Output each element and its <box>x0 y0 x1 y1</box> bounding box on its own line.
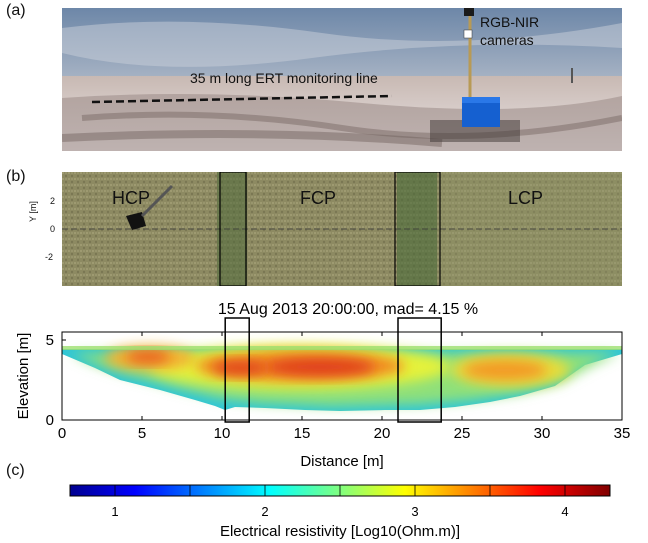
zone-label-fcp: FCP <box>300 188 336 208</box>
x-tick-label: 5 <box>138 425 146 442</box>
colorbar-tick-label: 2 <box>261 504 268 519</box>
aerial-image <box>62 172 622 286</box>
aerial-ytick-2: 2 <box>50 196 56 206</box>
aerial-ylabel: Y [m] <box>28 201 38 222</box>
x-tick-label: 10 <box>214 425 231 442</box>
ert-line-label: 35 m long ERT monitoring line <box>190 70 378 86</box>
field-photo <box>62 8 622 151</box>
plot-frame <box>61 331 623 421</box>
profile-ylabel: Elevation [m] <box>15 333 32 420</box>
x-tick-label: 35 <box>614 425 631 442</box>
resistivity-region <box>62 345 622 411</box>
camera-label-line2: cameras <box>480 32 534 48</box>
highlight-box <box>397 317 442 423</box>
zone-label-lcp: LCP <box>508 188 544 208</box>
aerial-ytick-neg2: -2 <box>45 252 54 262</box>
highlight-box <box>224 317 250 423</box>
panel-label-c: (c) <box>6 462 25 479</box>
x-tick-label: 0 <box>58 425 66 442</box>
colorbar-label: Electrical resistivity [Log10(Ohm.m)] <box>220 523 460 540</box>
panel-label-a: (a) <box>6 2 26 19</box>
colorbar-tick-label: 3 <box>411 504 418 519</box>
resistivity-profile-chart: 15 Aug 2013 20:00:00, mad= 4.15 % 0 5 10 15… <box>15 301 631 470</box>
zone-label-hcp: HCP <box>112 188 151 208</box>
panel-label-b: (b) <box>6 168 26 185</box>
colorbar-tick-label: 1 <box>111 504 118 519</box>
profile-xlabel: Distance [m] <box>300 453 383 470</box>
x-tick-label: 25 <box>454 425 471 442</box>
y-tick-label: 5 <box>46 332 54 349</box>
colorbar-tick-label: 4 <box>561 504 568 519</box>
x-tick-label: 30 <box>534 425 551 442</box>
aerial-ytick-0: 0 <box>50 224 56 234</box>
profile-title: 15 Aug 2013 20:00:00, mad= 4.15 % <box>218 301 478 318</box>
camera-label-line1: RGB-NIR <box>480 14 540 30</box>
colorbar: 1 2 3 4 Electrical resistivity [Log10(Ohm.m… <box>69 484 611 540</box>
y-tick-label: 0 <box>46 412 54 429</box>
x-tick-label: 20 <box>374 425 391 442</box>
x-tick-label: 15 <box>294 425 311 442</box>
